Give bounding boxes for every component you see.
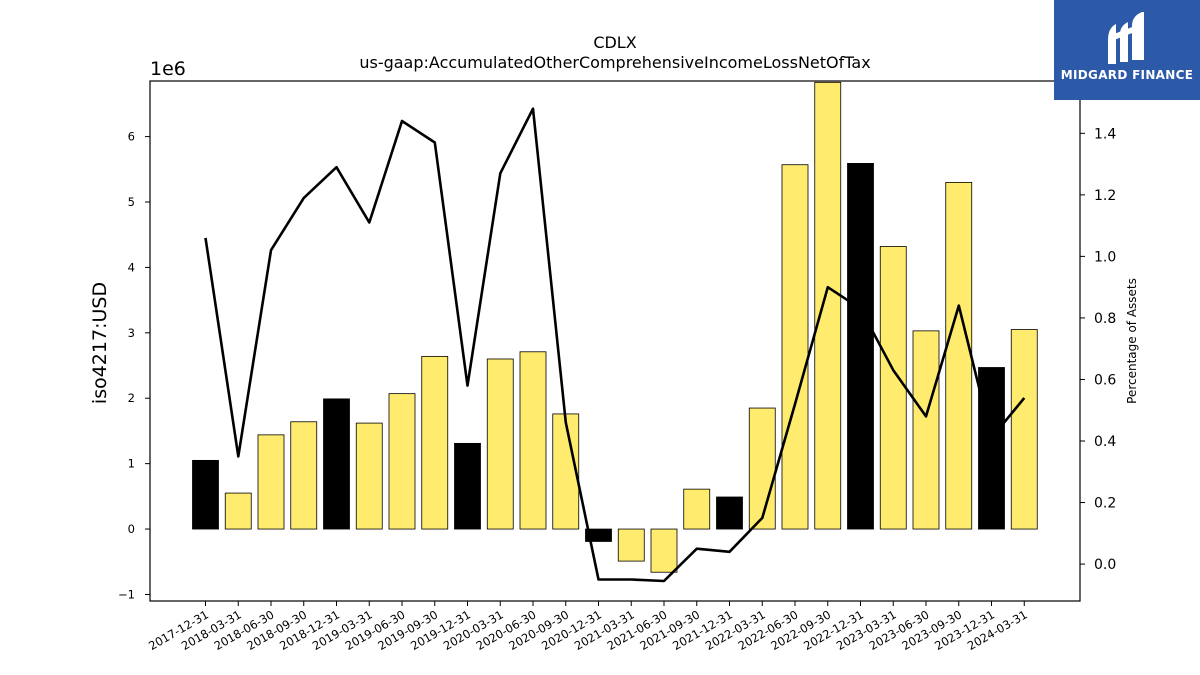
bar-2021-06-30: [650, 528, 678, 573]
bar-2020-03-31: [486, 358, 514, 530]
bar-2021-09-30: [683, 488, 711, 530]
plot-frame: [149, 80, 1081, 602]
y-tick-label: 0: [128, 522, 135, 536]
bar-2022-03-31: [748, 407, 776, 530]
y2-tick-label: 0.0: [1094, 557, 1116, 573]
bar-2022-12-31: [847, 163, 874, 530]
logo-mark-icon: [1108, 12, 1144, 64]
bar-2021-03-31: [617, 528, 645, 562]
y2-tick-label: 1.4: [1094, 126, 1116, 142]
y-tick-label: 6: [128, 130, 135, 144]
chart-title: CDLX: [593, 33, 636, 52]
bar-2019-09-30: [421, 355, 449, 530]
left-axis: −1 0 1 2 3 4 5 6: [118, 130, 150, 601]
right-axis: 0.0 0.2 0.4 0.6 0.8 1.0 1.2 1.4: [1080, 126, 1116, 573]
bar-2021-12-31: [716, 496, 743, 530]
y-tick-label: 2: [128, 391, 135, 405]
brand-logo: MIDGARD FINANCE: [1054, 0, 1200, 100]
y-tick-label: 1: [128, 457, 135, 471]
bar-2019-06-30: [388, 393, 416, 530]
y2-tick-label: 0.4: [1094, 434, 1116, 450]
chart-subtitle: us-gaap:AccumulatedOtherComprehensiveInc…: [359, 53, 870, 72]
bar-2019-03-31: [355, 422, 383, 530]
y2-tick-label: 1.0: [1094, 249, 1116, 265]
y2-tick-label: 1.2: [1094, 188, 1116, 204]
y-scale-label: 1e6: [150, 58, 186, 80]
bar-2018-06-30: [257, 434, 285, 530]
bar-2020-06-30: [519, 351, 547, 530]
y2-tick-label: 0.8: [1094, 311, 1116, 327]
bar-2023-09-30: [945, 181, 973, 530]
bar-2019-12-31: [454, 442, 481, 530]
bar-2020-12-31: [585, 528, 612, 542]
y-axis-label: iso4217:USD: [89, 282, 111, 404]
bar-2022-06-30: [781, 164, 809, 530]
y-tick-label: −1: [118, 587, 135, 601]
x-axis: 2017-12-312018-03-312018-06-302018-09-30…: [146, 601, 1030, 653]
y-tick-label: 5: [128, 195, 135, 209]
bar-2018-09-30: [290, 421, 318, 530]
bar-2022-09-30: [814, 81, 842, 530]
y-tick-label: 4: [128, 260, 135, 274]
bar-2020-09-30: [552, 413, 580, 530]
bar-2023-06-30: [912, 330, 940, 530]
bar-2023-12-31: [978, 367, 1005, 530]
bars-layer: [192, 81, 1038, 573]
y2-axis-label: Percentage of Assets: [1125, 278, 1139, 404]
y-tick-label: 3: [128, 326, 135, 340]
line-layer: [204, 107, 1026, 583]
bar-2024-03-31: [1010, 329, 1038, 530]
bar-2018-12-31: [323, 398, 350, 530]
bar-2018-03-31: [224, 492, 252, 530]
y2-tick-label: 0.2: [1094, 496, 1116, 512]
bar-2023-03-31: [879, 246, 907, 530]
percentage-line: [204, 107, 1026, 583]
y2-tick-label: 0.6: [1094, 372, 1116, 388]
bar-2017-12-31: [192, 459, 219, 530]
logo-name: MIDGARD FINANCE: [1060, 68, 1194, 82]
